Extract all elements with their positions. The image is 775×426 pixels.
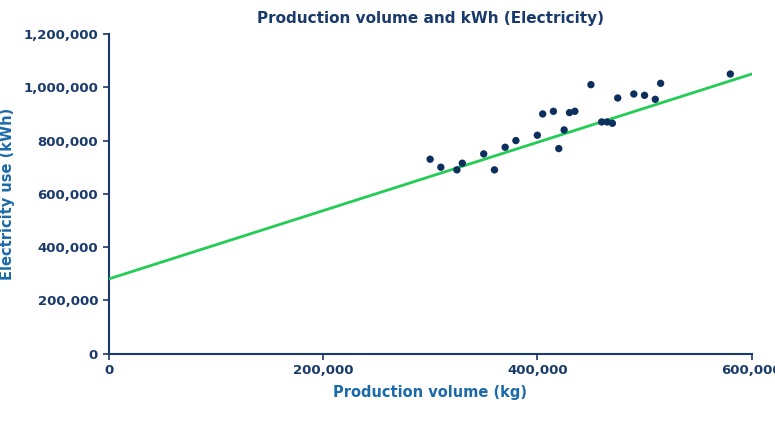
Y-axis label: Electricity use (kWh): Electricity use (kWh): [0, 108, 15, 280]
Point: [424, 156, 436, 163]
Point: [649, 96, 661, 103]
Point: [536, 110, 549, 117]
Point: [451, 167, 463, 173]
Point: [639, 92, 651, 99]
Point: [510, 137, 522, 144]
Point: [595, 118, 608, 125]
X-axis label: Production volume (kg): Production volume (kg): [333, 386, 527, 400]
Point: [601, 118, 613, 125]
Point: [563, 109, 576, 116]
Point: [435, 164, 447, 170]
Point: [547, 108, 560, 115]
Point: [584, 81, 597, 88]
Point: [654, 80, 666, 87]
Point: [456, 160, 468, 167]
Title: Production volume and kWh (Electricity): Production volume and kWh (Electricity): [257, 11, 604, 26]
Point: [611, 95, 624, 101]
Point: [606, 120, 618, 127]
Point: [628, 91, 640, 98]
Point: [488, 167, 501, 173]
Point: [558, 127, 570, 133]
Point: [477, 150, 490, 157]
Point: [553, 145, 565, 152]
Point: [569, 108, 581, 115]
Point: [724, 71, 736, 78]
Point: [531, 132, 543, 139]
Point: [499, 144, 512, 151]
